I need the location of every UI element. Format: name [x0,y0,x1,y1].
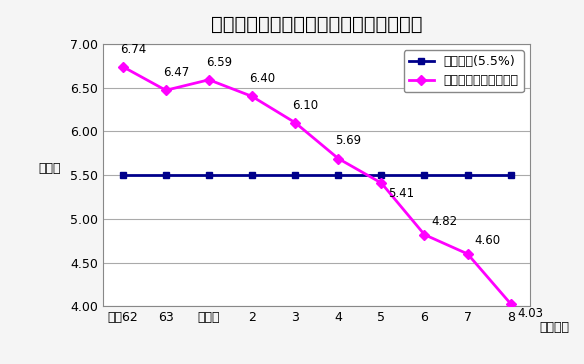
Text: 6.40: 6.40 [249,72,276,85]
予定利率(5.5%) [291,173,298,177]
Text: 6.59: 6.59 [206,56,232,69]
保有資産の運用利回り [291,120,298,125]
保有資産の運用利回り [162,88,169,92]
Text: 6.47: 6.47 [163,66,189,79]
Text: 6.10: 6.10 [293,99,318,111]
保有資産の運用利回り [421,233,428,237]
Title: 予定利率と保有資産の運用利回りの推移: 予定利率と保有資産の運用利回りの推移 [211,15,422,34]
予定利率(5.5%) [119,173,126,177]
Line: 予定利率(5.5%): 予定利率(5.5%) [119,172,514,179]
Text: 6.74: 6.74 [120,43,146,56]
保有資産の運用利回り [464,252,471,256]
Text: 4.60: 4.60 [475,234,500,247]
保有資産の運用利回り [378,181,385,185]
予定利率(5.5%) [421,173,428,177]
保有資産の運用利回り [206,78,213,82]
予定利率(5.5%) [162,173,169,177]
予定利率(5.5%) [335,173,342,177]
Text: （年度）: （年度） [539,321,569,335]
Text: 5.69: 5.69 [335,134,361,147]
予定利率(5.5%) [507,173,515,177]
保有資産の運用利回り [249,94,256,99]
保有資産の運用利回り [119,64,126,69]
保有資産の運用利回り [507,302,515,306]
Line: 保有資産の運用利回り: 保有資産の運用利回り [119,63,514,307]
Y-axis label: （％）: （％） [39,162,61,175]
Text: 5.41: 5.41 [388,187,415,200]
予定利率(5.5%) [464,173,471,177]
予定利率(5.5%) [378,173,385,177]
Text: 4.82: 4.82 [432,215,457,228]
Legend: 予定利率(5.5%), 保有資産の運用利回り: 予定利率(5.5%), 保有資産の運用利回り [404,50,524,92]
保有資産の運用利回り [335,157,342,161]
Text: 4.03: 4.03 [517,308,544,320]
予定利率(5.5%) [206,173,213,177]
予定利率(5.5%) [249,173,256,177]
